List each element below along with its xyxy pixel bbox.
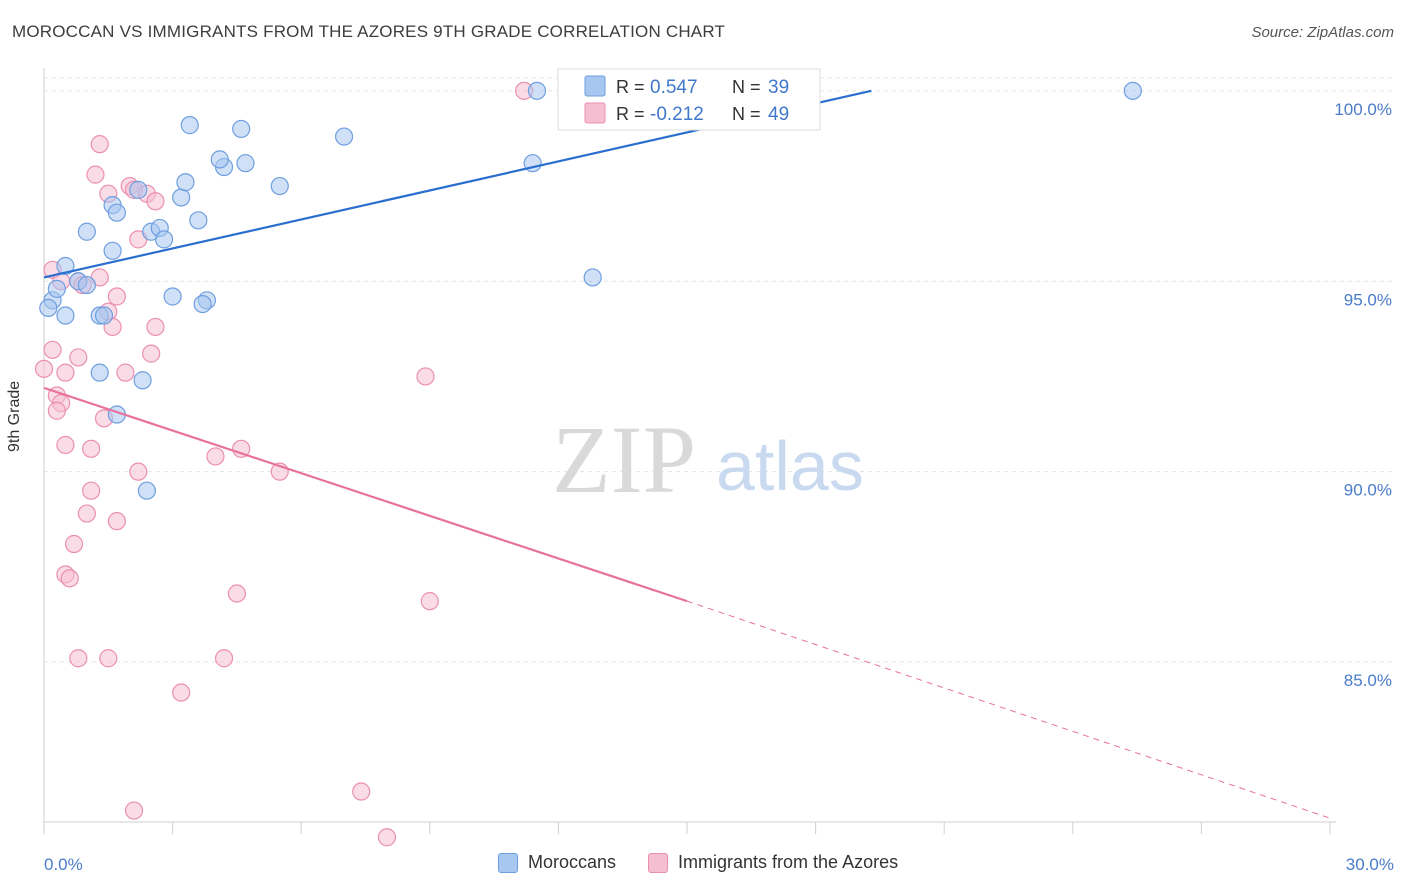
azores-point	[416, 367, 435, 386]
moroccan-point	[77, 222, 96, 241]
stats-r-value-pink: -0.212	[650, 104, 704, 125]
azores-point	[56, 363, 75, 382]
moroccan-point	[56, 306, 75, 325]
azores-point	[56, 435, 75, 455]
azores-point	[124, 801, 144, 820]
azores-point	[232, 439, 251, 458]
moroccan-point	[1123, 81, 1142, 100]
azores-point	[377, 828, 397, 847]
moroccan-point	[77, 275, 96, 295]
moroccan-point	[527, 81, 547, 100]
watermark-atlas: atlas	[716, 427, 864, 505]
stats-r-label-pink: R =	[616, 104, 645, 124]
moroccan-point	[210, 150, 229, 169]
moroccan-point	[56, 256, 75, 276]
azores-point	[34, 359, 54, 378]
azores-point	[146, 192, 165, 211]
moroccan-point	[103, 241, 122, 260]
azores-trend-line	[43, 386, 688, 603]
moroccan-point	[193, 295, 212, 314]
azores-point	[99, 649, 118, 668]
legend-swatch-azores	[648, 852, 669, 873]
azores-point	[146, 317, 165, 337]
x-ticks	[43, 822, 1331, 834]
azores-point	[82, 439, 101, 458]
stats-r-label-blue: R =	[616, 77, 645, 97]
moroccan-point	[137, 481, 156, 500]
azores-point	[86, 165, 105, 184]
azores-point	[77, 504, 96, 523]
y-tick-label: 95.0%	[1344, 290, 1392, 309]
y-tick-label: 85.0%	[1344, 671, 1392, 690]
moroccan-point	[154, 230, 174, 249]
azores-point	[129, 462, 148, 481]
azores-point	[107, 287, 126, 306]
azores-point	[90, 135, 109, 154]
azores-trend-extension	[686, 600, 1331, 819]
azores-point	[116, 363, 135, 382]
stats-n-value-pink: 49	[768, 104, 789, 125]
legend-label-moroccans: Moroccans	[528, 852, 617, 872]
azores-point	[47, 401, 66, 420]
moroccan-point	[107, 203, 126, 222]
moroccan-point	[270, 176, 289, 196]
chart-title: MOROCCAN VS IMMIGRANTS FROM THE AZORES 9…	[12, 22, 726, 41]
stats-n-label-blue: N =	[732, 77, 761, 97]
series-legend: Moroccans Immigrants from the Azores	[498, 852, 920, 873]
x-tick-label-max: 30.0%	[1346, 855, 1394, 874]
azores-point	[82, 481, 101, 500]
moroccan-point	[47, 279, 66, 298]
moroccan-point	[232, 119, 251, 139]
azores-point	[206, 447, 225, 466]
moroccan-point	[133, 371, 152, 390]
azores-point	[142, 344, 161, 363]
stats-legend-swatch-blue	[584, 75, 606, 97]
legend-item-moroccans: Moroccans	[498, 852, 616, 873]
azores-point	[60, 569, 79, 588]
y-tick-label: 90.0%	[1344, 481, 1392, 500]
moroccan-point	[163, 287, 182, 306]
stats-legend-swatch-pink	[584, 102, 606, 124]
moroccan-point	[236, 154, 255, 173]
y-tick-label: 100.0%	[1334, 100, 1392, 119]
moroccan-point	[172, 188, 191, 207]
stats-n-value-blue: 39	[768, 77, 789, 98]
legend-label-azores: Immigrants from the Azores	[678, 852, 899, 872]
stats-r-value-blue: 0.547	[650, 77, 698, 98]
y-axis-title: 9th Grade	[6, 380, 23, 452]
moroccan-point	[176, 173, 195, 192]
moroccan-point	[94, 306, 114, 325]
legend-item-azores: Immigrants from the Azores	[648, 852, 898, 873]
x-tick-label-min: 0.0%	[44, 855, 83, 874]
azores-point	[69, 348, 88, 367]
moroccan-point	[334, 127, 354, 146]
moroccan-point	[180, 116, 199, 135]
azores-point	[43, 340, 62, 359]
stats-n-label-pink: N =	[732, 104, 761, 124]
moroccan-point	[39, 298, 58, 318]
azores-point	[227, 584, 246, 603]
azores-point	[107, 512, 126, 531]
source-label: Source: ZipAtlas.com	[1251, 24, 1394, 41]
azores-point	[214, 649, 234, 668]
azores-point	[420, 592, 439, 611]
moroccan-point	[189, 211, 208, 230]
legend-swatch-moroccans	[498, 852, 518, 873]
azores-point	[64, 534, 84, 554]
azores-point	[352, 782, 371, 801]
azores-point	[69, 649, 88, 668]
moroccan-point	[90, 363, 109, 382]
stats-legend: R = 0.547 N = 39 R = -0.212 N = 49	[557, 68, 821, 131]
watermark-zip: ZIP	[552, 406, 696, 513]
moroccan-point	[129, 180, 148, 199]
moroccan-point	[583, 268, 602, 287]
moroccan-points	[39, 81, 1142, 500]
y-tick-labels: 100.0% 95.0% 90.0% 85.0%	[1334, 100, 1392, 690]
azores-point	[172, 683, 191, 702]
